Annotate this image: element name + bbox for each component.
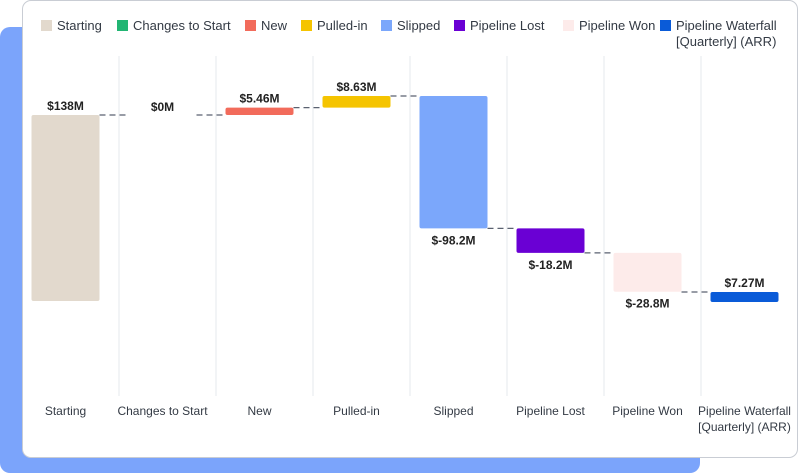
legend-swatch-icon [117, 20, 128, 31]
tick-label-7: Pipeline Waterfall [698, 404, 791, 418]
legend-item-4[interactable]: Slipped [381, 18, 440, 34]
legend-item-1[interactable]: Changes to Start [117, 18, 231, 34]
legend-swatch-icon [563, 20, 574, 31]
tick-label-2: New [247, 404, 271, 418]
waterfall-chart: $138M Starting $0M Changes to Start $5.46M Ne… [31, 56, 791, 434]
legend-swatch-icon [454, 20, 465, 31]
legend-item-3[interactable]: Pulled-in [301, 18, 368, 34]
bar-0 [31, 115, 100, 301]
data-label-5: $-18.2M [528, 258, 572, 272]
bar-2 [225, 107, 294, 115]
legend-label: Pulled-in [317, 18, 368, 33]
tick-label-7: [Quarterly] (ARR) [698, 420, 791, 434]
data-label-7: $7.27M [724, 276, 764, 290]
legend-item-7[interactable]: Pipeline Waterfall [Quarterly] (ARR) [660, 18, 777, 50]
legend-item-6[interactable]: Pipeline Won [563, 18, 655, 34]
chart-card: Starting Changes to Start New Pulled-in Slip… [22, 0, 798, 458]
data-label-3: $8.63M [336, 80, 376, 94]
legend-label: Slipped [397, 18, 441, 33]
bar-4 [419, 96, 488, 229]
tick-label-3: Pulled-in [333, 404, 380, 418]
bar-5 [516, 228, 585, 253]
data-label-2: $5.46M [239, 92, 279, 106]
tick-label-6: Pipeline Won [612, 404, 683, 418]
legend-label: Changes to Start [133, 18, 231, 33]
tick-label-4: Slipped [433, 404, 473, 418]
legend-label: Pipeline Lost [470, 18, 545, 33]
legend-swatch-icon [41, 20, 52, 31]
legend-label: Pipeline Won [579, 18, 656, 33]
data-label-1: $0M [151, 100, 174, 114]
data-label-6: $-28.8M [625, 297, 669, 311]
data-label-0: $138M [47, 99, 84, 113]
legend-item-0[interactable]: Starting [41, 18, 102, 34]
tick-label-0: Starting [45, 404, 86, 418]
data-label-4: $-98.2M [431, 233, 475, 247]
legend-swatch-icon [660, 20, 671, 31]
bar-6 [613, 252, 682, 292]
legend-label: New [261, 18, 288, 33]
legend-swatch-icon [301, 20, 312, 31]
legend-label: Starting [57, 18, 102, 33]
bar-3 [322, 96, 391, 108]
legend-item-5[interactable]: Pipeline Lost [454, 18, 544, 34]
bar-7 [710, 292, 779, 302]
legend-item-2[interactable]: New [245, 18, 287, 34]
tick-label-5: Pipeline Lost [516, 404, 585, 418]
legend-label: Pipeline Waterfall [Quarterly] (ARR) [676, 18, 777, 49]
legend-swatch-icon [381, 20, 392, 31]
legend-swatch-icon [245, 20, 256, 31]
tick-label-1: Changes to Start [117, 404, 208, 418]
